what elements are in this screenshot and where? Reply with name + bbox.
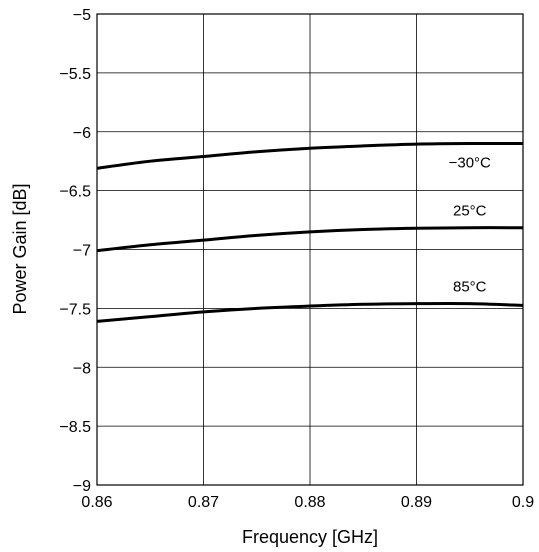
y-tick-label: −8 (73, 360, 91, 377)
x-tick-label: 0.9 (512, 494, 534, 511)
y-tick-label: −6 (73, 125, 91, 142)
y-tick-label: −5 (73, 7, 91, 24)
series-label-1: 25°C (453, 203, 487, 220)
y-tick-label: −9 (73, 478, 91, 495)
grid (96, 13, 524, 486)
y-tick-label: −6.5 (59, 184, 91, 201)
series-line-2 (96, 302, 524, 323)
x-tick-label: 0.88 (294, 494, 325, 511)
series-lines (96, 141, 524, 323)
series-line-0 (96, 141, 524, 170)
series-label-0: −30°C (449, 155, 491, 172)
y-tick-labels: −5 −5.5 −6 −6.5 −7 −7.5 −8 −8.5 −9 (59, 7, 91, 495)
x-tick-label: 0.86 (81, 494, 112, 511)
y-tick-label: −7.5 (59, 301, 91, 318)
x-tick-label: 0.89 (401, 494, 432, 511)
plot-frame (96, 13, 524, 486)
y-tick-label: −8.5 (59, 419, 91, 436)
series-line-1 (96, 226, 524, 253)
series-label-2: 85°C (453, 279, 487, 296)
y-tick-label: −5.5 (59, 66, 91, 83)
y-tick-label: −7 (73, 243, 91, 260)
x-tick-label: 0.87 (188, 494, 219, 511)
series-labels: −30°C 25°C 85°C (449, 155, 491, 296)
x-tick-labels: 0.86 0.87 0.88 0.89 0.9 (81, 494, 534, 511)
x-axis-title: Frequency [GHz] (242, 527, 378, 547)
y-axis-title: Power Gain [dB] (10, 183, 30, 314)
